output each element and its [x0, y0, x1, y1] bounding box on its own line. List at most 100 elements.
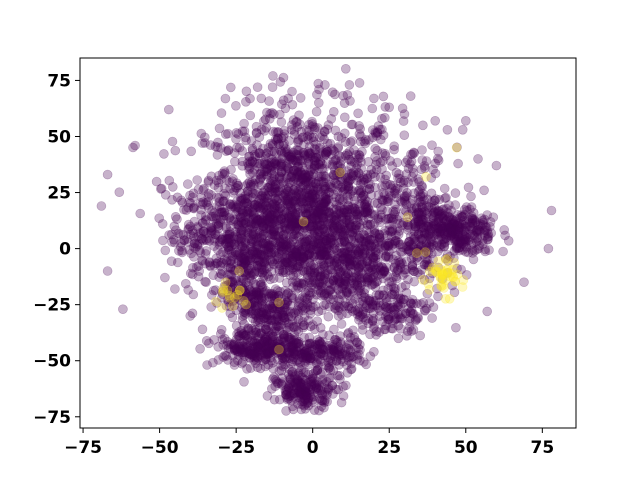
data-point-class-0	[339, 98, 350, 108]
data-point-class-0	[319, 260, 330, 271]
data-point-class-0	[408, 324, 419, 335]
data-point-class-0	[303, 135, 313, 145]
x-tick-label: −25	[217, 438, 255, 458]
y-tick-label: −50	[33, 352, 71, 372]
data-point-class-0	[293, 219, 304, 230]
data-point-class-0	[339, 112, 350, 123]
data-point-class-0	[226, 241, 237, 252]
data-point-class-0	[266, 161, 277, 172]
data-point-class-0	[314, 205, 325, 216]
data-point-class-0	[336, 152, 347, 162]
data-point-class-0	[355, 220, 365, 230]
data-point-class-0	[286, 220, 297, 230]
data-point-class-0	[299, 266, 310, 277]
data-point-class-0	[376, 202, 386, 213]
data-point-class-0	[406, 149, 416, 160]
data-point-class-0	[302, 250, 313, 260]
data-point-class-0	[379, 266, 389, 277]
data-point-class-0	[260, 160, 271, 170]
data-point-class-0	[368, 296, 379, 306]
data-point-class-0	[260, 114, 271, 125]
data-point-class-0	[160, 190, 171, 200]
data-point-class-0	[195, 228, 206, 238]
data-point-class-0	[359, 175, 370, 185]
data-point-class-0	[221, 129, 231, 139]
data-point-class-0	[199, 226, 209, 237]
data-point-class-0	[360, 207, 371, 218]
data-point-class-1	[420, 247, 431, 257]
data-point-class-0	[294, 176, 304, 187]
data-point-class-0	[327, 87, 338, 97]
data-point-class-0	[363, 157, 374, 167]
data-point-class-0	[252, 202, 263, 213]
data-point-class-0	[262, 182, 273, 193]
data-point-class-0	[354, 129, 365, 139]
data-point-class-0	[250, 174, 261, 185]
data-point-class-0	[268, 290, 279, 300]
data-point-class-0	[316, 290, 327, 301]
data-point-class-0	[312, 224, 323, 235]
data-point-class-0	[252, 239, 263, 250]
data-point-class-1	[228, 301, 238, 312]
data-point-class-0	[221, 221, 231, 232]
data-point-class-0	[205, 260, 215, 271]
data-point-class-0	[393, 173, 403, 183]
data-point-class-0	[381, 170, 392, 181]
data-point-class-0	[287, 99, 298, 110]
data-point-class-0	[380, 180, 390, 191]
data-point-class-0	[233, 286, 244, 297]
data-point-class-0	[255, 148, 266, 159]
data-point-class-0	[370, 228, 381, 238]
data-point-class-0	[229, 234, 240, 244]
data-point-class-0	[286, 247, 296, 257]
data-point-class-0	[338, 186, 349, 196]
data-point-class-0	[293, 187, 304, 197]
data-point-class-0	[200, 138, 210, 148]
data-point-class-0	[338, 253, 348, 264]
data-point-class-0	[256, 180, 266, 191]
data-point-class-0	[286, 204, 297, 215]
data-point-class-0	[334, 166, 344, 176]
data-point-class-0	[238, 219, 249, 229]
data-point-class-0	[289, 388, 300, 398]
data-point-class-0	[262, 209, 273, 220]
data-point-class-0	[338, 225, 349, 235]
data-point-class-0	[192, 175, 202, 185]
data-point-class-0	[343, 181, 354, 192]
data-point-class-0	[268, 109, 279, 119]
data-point-class-0	[266, 154, 277, 164]
data-point-class-0	[286, 150, 297, 160]
data-point-class-0	[388, 272, 398, 283]
data-point-class-0	[271, 148, 282, 159]
data-point-class-0	[270, 210, 280, 221]
data-point-class-0	[300, 293, 310, 303]
data-point-class-0	[276, 245, 287, 255]
data-point-class-0	[262, 239, 273, 249]
data-point-class-0	[293, 215, 303, 226]
data-point-class-0	[317, 164, 328, 174]
data-point-class-0	[351, 276, 362, 286]
data-point-class-0	[369, 346, 379, 357]
data-point-class-0	[347, 204, 358, 214]
data-point-class-0	[333, 284, 344, 295]
data-point-class-0	[323, 257, 334, 268]
data-point-class-0	[249, 188, 259, 199]
data-point-class-0	[239, 126, 250, 136]
data-point-class-0	[334, 243, 345, 253]
data-point-class-0	[279, 129, 290, 139]
data-point-class-0	[313, 221, 324, 231]
data-point-class-0	[350, 206, 361, 216]
data-point-class-0	[264, 235, 275, 245]
data-point-class-0	[308, 136, 319, 147]
data-point-class-0	[212, 142, 223, 152]
data-point-class-0	[272, 136, 282, 146]
data-point-class-0	[256, 233, 267, 244]
data-point-class-0	[331, 155, 341, 165]
data-point-class-0	[382, 194, 392, 205]
data-point-class-0	[393, 223, 403, 234]
data-point-class-0	[255, 243, 266, 254]
data-point-class-0	[254, 148, 264, 158]
data-point-class-0	[330, 155, 340, 166]
data-point-class-0	[303, 178, 314, 188]
data-point-class-0	[315, 369, 326, 379]
